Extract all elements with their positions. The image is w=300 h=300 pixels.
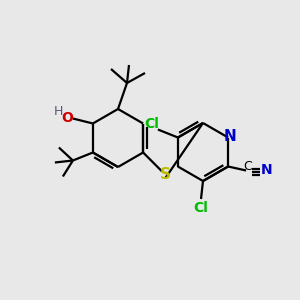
Text: Cl: Cl xyxy=(194,201,208,215)
Text: H: H xyxy=(54,105,64,118)
Text: C: C xyxy=(244,160,253,173)
Text: Cl: Cl xyxy=(144,118,159,131)
Text: N: N xyxy=(224,129,236,144)
Text: N: N xyxy=(260,164,272,178)
Text: O: O xyxy=(61,110,73,124)
Text: S: S xyxy=(160,167,171,182)
